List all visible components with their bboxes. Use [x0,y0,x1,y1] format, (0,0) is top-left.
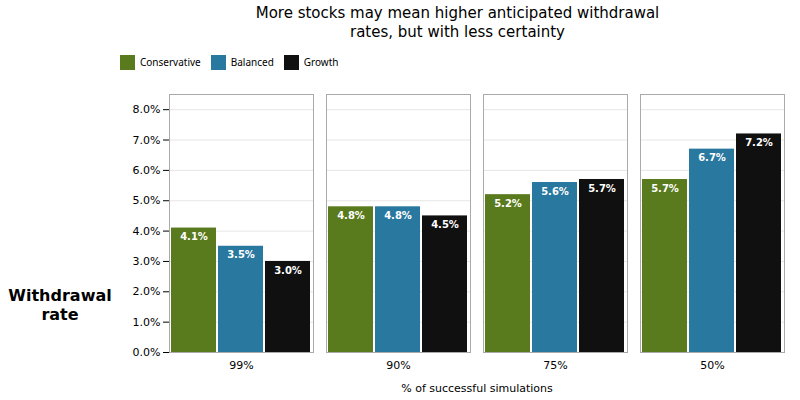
svg-text:6.7%: 6.7% [698,152,726,163]
svg-text:50%: 50% [700,359,724,372]
svg-text:3.0%: 3.0% [274,264,302,275]
svg-text:7.0%: 7.0% [133,133,161,146]
svg-text:8.0%: 8.0% [133,103,161,116]
svg-text:2.0%: 2.0% [133,285,161,298]
svg-text:5.7%: 5.7% [588,182,616,193]
svg-text:5.0%: 5.0% [133,194,161,207]
svg-text:4.8%: 4.8% [384,209,412,220]
svg-text:3.5%: 3.5% [227,249,255,260]
svg-text:4.5%: 4.5% [431,219,459,230]
svg-text:4.0%: 4.0% [133,224,161,237]
svg-text:% of successful simulations: % of successful simulations [401,381,553,394]
svg-text:75%: 75% [543,359,567,372]
svg-text:90%: 90% [386,359,410,372]
svg-text:4.1%: 4.1% [180,231,208,242]
svg-text:0.0%: 0.0% [133,346,161,359]
html-text:Growth: Growth [303,55,339,69]
svg-text:4.8%: 4.8% [337,209,365,220]
svg-text:3.0%: 3.0% [133,254,161,267]
svg-text:5.7%: 5.7% [651,182,679,193]
svg-text:7.2%: 7.2% [745,137,773,148]
svg-text:6.0%: 6.0% [133,163,161,176]
html-text:More stocks may mean higher an: More stocks may mean higher anticipated … [255,4,660,41]
html-text:Conservative: Conservative [140,55,201,69]
svg-text:5.6%: 5.6% [541,185,569,196]
html-text:Withdrawal rate: Withdrawal rate [8,285,112,324]
svg-text:1.0%: 1.0% [133,315,161,328]
svg-text:99%: 99% [229,359,253,372]
svg-text:5.2%: 5.2% [494,197,522,208]
html-text:Balanced: Balanced [230,55,274,69]
